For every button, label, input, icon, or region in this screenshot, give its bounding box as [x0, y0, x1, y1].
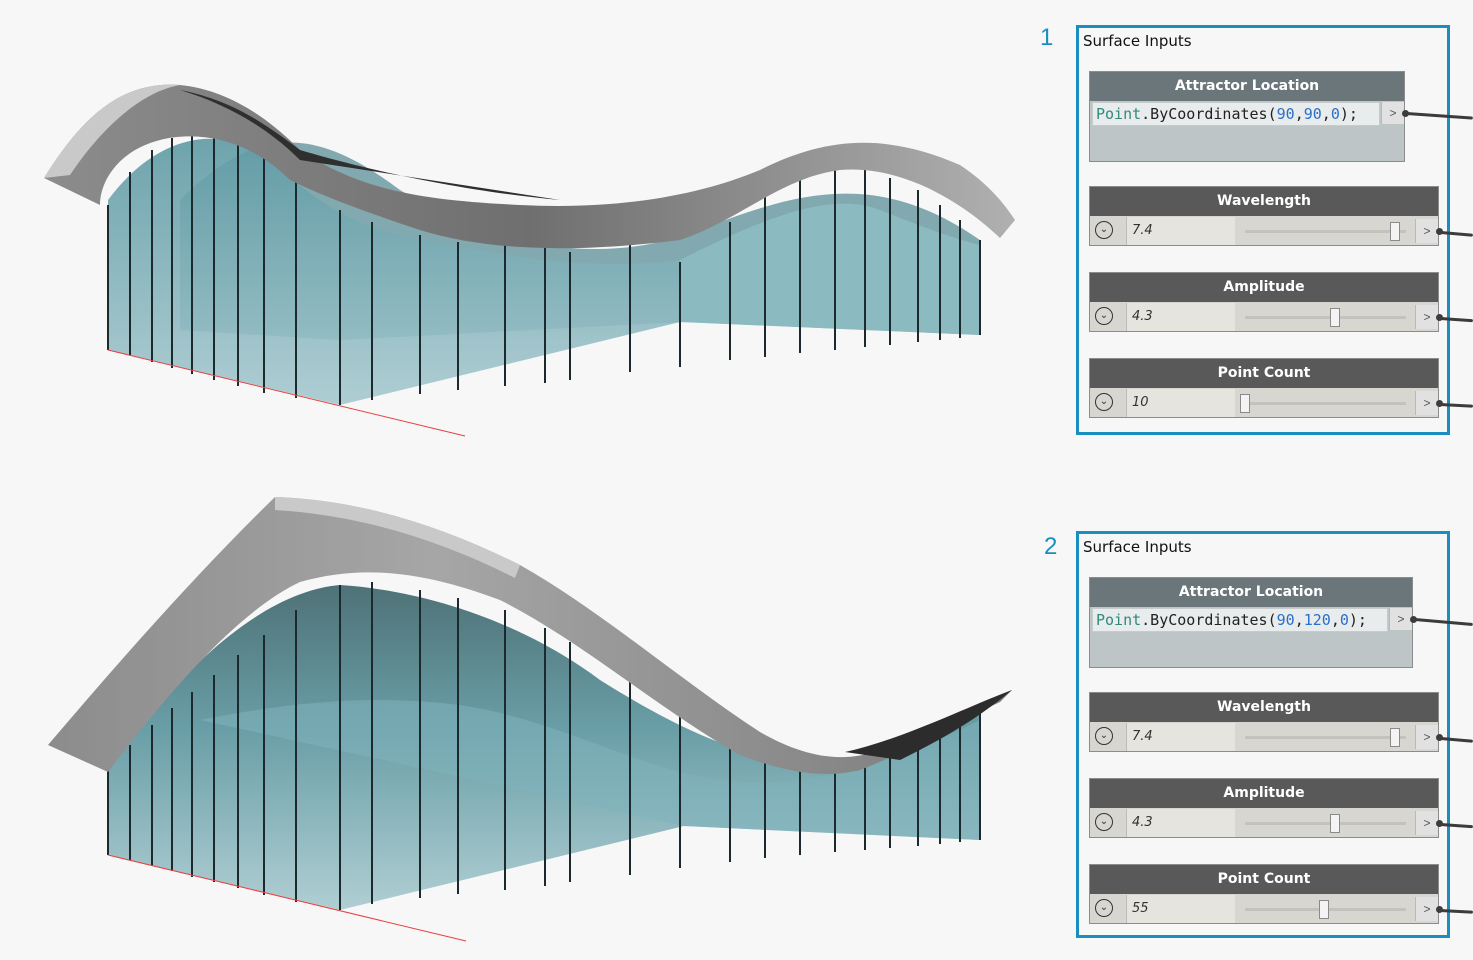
slider-value-field[interactable]: 55: [1127, 895, 1235, 923]
wire-connector: [1436, 906, 1443, 913]
node-header: Point Count: [1090, 359, 1438, 388]
amplitude-slider-node-1[interactable]: Amplitude ⌄ 4.3 >: [1089, 272, 1439, 332]
code-block-input[interactable]: Point.ByCoordinates(90,90,0);: [1092, 102, 1380, 126]
slider-track[interactable]: [1245, 728, 1406, 747]
slider-thumb[interactable]: [1240, 394, 1250, 413]
output-port-icon[interactable]: >: [1415, 305, 1438, 329]
code-x-value: 90: [1276, 105, 1295, 123]
slider-value-field[interactable]: 4.3: [1127, 303, 1235, 331]
group-number-1: 1: [1040, 24, 1054, 51]
slider-thumb[interactable]: [1389, 222, 1400, 241]
wire-connector: [1410, 616, 1417, 623]
wire-connector: [1436, 228, 1443, 235]
node-header: Wavelength: [1090, 693, 1438, 722]
code-class: Point: [1096, 611, 1142, 629]
slider-value-field[interactable]: 4.3: [1127, 809, 1235, 837]
node-header: Attractor Location: [1090, 72, 1404, 101]
wire-connector: [1436, 820, 1443, 827]
group-title-2: Surface Inputs: [1083, 538, 1192, 556]
code-x-value: 90: [1276, 611, 1295, 629]
output-port-icon[interactable]: >: [1415, 219, 1438, 243]
slider-track[interactable]: [1245, 900, 1406, 919]
output-port-icon[interactable]: >: [1415, 725, 1438, 749]
slider-thumb[interactable]: [1318, 900, 1329, 919]
chevron-down-icon[interactable]: ⌄: [1095, 727, 1113, 745]
surface-inputs-group-2[interactable]: Surface Inputs Attractor Location Point.…: [1076, 531, 1450, 938]
point-count-slider-node-1[interactable]: Point Count ⌄ 10 >: [1089, 358, 1439, 418]
point-count-slider-node-2[interactable]: Point Count ⌄ 55 >: [1089, 864, 1439, 924]
node-header: Amplitude: [1090, 273, 1438, 302]
node-header: Wavelength: [1090, 187, 1438, 216]
node-header: Attractor Location: [1090, 578, 1412, 607]
wavelength-slider-node-1[interactable]: Wavelength ⌄ 7.4 >: [1089, 186, 1439, 246]
wavelength-slider-node-2[interactable]: Wavelength ⌄ 7.4 >: [1089, 692, 1439, 752]
slider-thumb[interactable]: [1330, 308, 1341, 327]
slider-value-field[interactable]: 10: [1127, 389, 1235, 417]
code-end: );: [1339, 105, 1358, 123]
building-model-1: [44, 84, 1015, 437]
group-number-2: 2: [1044, 533, 1058, 560]
code-separator: ,: [1294, 611, 1304, 629]
chevron-down-icon[interactable]: ⌄: [1095, 813, 1113, 831]
code-z-value: 0: [1339, 611, 1349, 629]
slider-track[interactable]: [1245, 222, 1406, 241]
slider-track[interactable]: [1245, 814, 1406, 833]
building-model-2: [48, 497, 1012, 942]
output-port-icon[interactable]: >: [1415, 391, 1438, 415]
chevron-down-icon[interactable]: ⌄: [1095, 393, 1113, 411]
chevron-down-icon[interactable]: ⌄: [1095, 899, 1113, 917]
code-end: );: [1348, 611, 1367, 629]
group-title-1: Surface Inputs: [1083, 32, 1192, 50]
wire-connector: [1436, 400, 1443, 407]
surface-inputs-group-1[interactable]: Surface Inputs Attractor Location Point.…: [1076, 25, 1450, 435]
output-port-icon[interactable]: >: [1415, 811, 1438, 835]
node-header: Point Count: [1090, 865, 1438, 894]
viewport-render-1: [0, 0, 1040, 470]
code-method: .ByCoordinates(: [1141, 105, 1277, 123]
attractor-location-node-1[interactable]: Attractor Location Point.ByCoordinates(9…: [1089, 71, 1405, 162]
slider-thumb[interactable]: [1389, 728, 1400, 747]
slider-track[interactable]: [1240, 394, 1406, 413]
viewport-render-2: [0, 470, 1040, 960]
code-separator: ,: [1294, 105, 1304, 123]
code-separator: ,: [1321, 105, 1331, 123]
output-port-icon[interactable]: >: [1415, 897, 1438, 921]
output-port-icon[interactable]: >: [1389, 608, 1412, 630]
slider-thumb[interactable]: [1330, 814, 1341, 833]
node-header: Amplitude: [1090, 779, 1438, 808]
code-y-value: 90: [1303, 105, 1322, 123]
slider-value-field[interactable]: 7.4: [1127, 217, 1235, 245]
code-block-input[interactable]: Point.ByCoordinates(90,120,0);: [1092, 608, 1388, 632]
wire-connector: [1436, 734, 1443, 741]
chevron-down-icon[interactable]: ⌄: [1095, 307, 1113, 325]
slider-track[interactable]: [1245, 308, 1406, 327]
amplitude-slider-node-2[interactable]: Amplitude ⌄ 4.3 >: [1089, 778, 1439, 838]
chevron-down-icon[interactable]: ⌄: [1095, 221, 1113, 239]
code-method: .ByCoordinates(: [1141, 611, 1277, 629]
output-port-icon[interactable]: >: [1381, 102, 1404, 124]
wire-connector: [1402, 110, 1409, 117]
code-z-value: 0: [1330, 105, 1340, 123]
slider-value-field[interactable]: 7.4: [1127, 723, 1235, 751]
code-class: Point: [1096, 105, 1142, 123]
wire-connector: [1436, 314, 1443, 321]
attractor-location-node-2[interactable]: Attractor Location Point.ByCoordinates(9…: [1089, 577, 1413, 668]
code-separator: ,: [1330, 611, 1340, 629]
code-y-value: 120: [1303, 611, 1331, 629]
